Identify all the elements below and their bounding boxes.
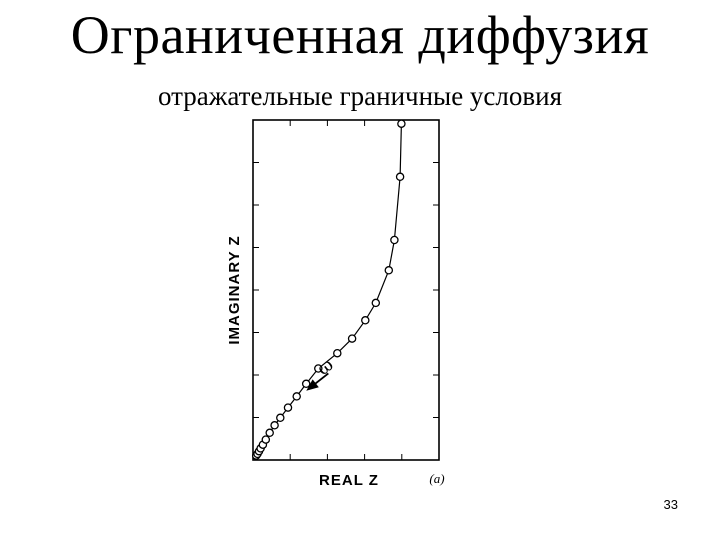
data-point-17 xyxy=(371,298,381,308)
slide-subtitle: отражательные граничные условия xyxy=(157,81,563,111)
data-point-18 xyxy=(384,266,394,275)
data-point-14 xyxy=(333,348,342,358)
data-point-6 xyxy=(261,435,271,444)
data-point-19 xyxy=(390,235,399,245)
data-point-7 xyxy=(265,428,274,438)
data-points xyxy=(251,119,406,460)
omega-annotation: ω xyxy=(313,354,338,380)
data-point-11 xyxy=(292,392,301,401)
data-point-21 xyxy=(397,119,406,128)
y-axis-label: IMAGINARY Z xyxy=(226,235,243,344)
page-number: 33 xyxy=(663,497,678,512)
data-point-20 xyxy=(395,172,405,182)
frequency-arrow xyxy=(306,372,329,391)
data-point-10 xyxy=(283,403,293,412)
data-point-16 xyxy=(361,316,370,325)
data-curve xyxy=(255,123,402,456)
slide-title: Ограниченная диффузия xyxy=(70,5,650,65)
data-point-8 xyxy=(270,421,279,430)
data-point-13 xyxy=(314,364,323,373)
nyquist-plot: ω IMAGINARY Z REAL Z (a) xyxy=(226,119,445,489)
data-point-15 xyxy=(347,334,357,343)
data-point-12 xyxy=(301,379,311,389)
data-point-9 xyxy=(276,413,285,423)
x-axis-label: REAL Z xyxy=(319,472,379,489)
axis-ticks xyxy=(253,120,439,460)
impedance-figure: ω IMAGINARY Z REAL Z (a) xyxy=(200,110,470,495)
plot-frame xyxy=(252,119,440,461)
panel-label: (a) xyxy=(429,471,444,486)
